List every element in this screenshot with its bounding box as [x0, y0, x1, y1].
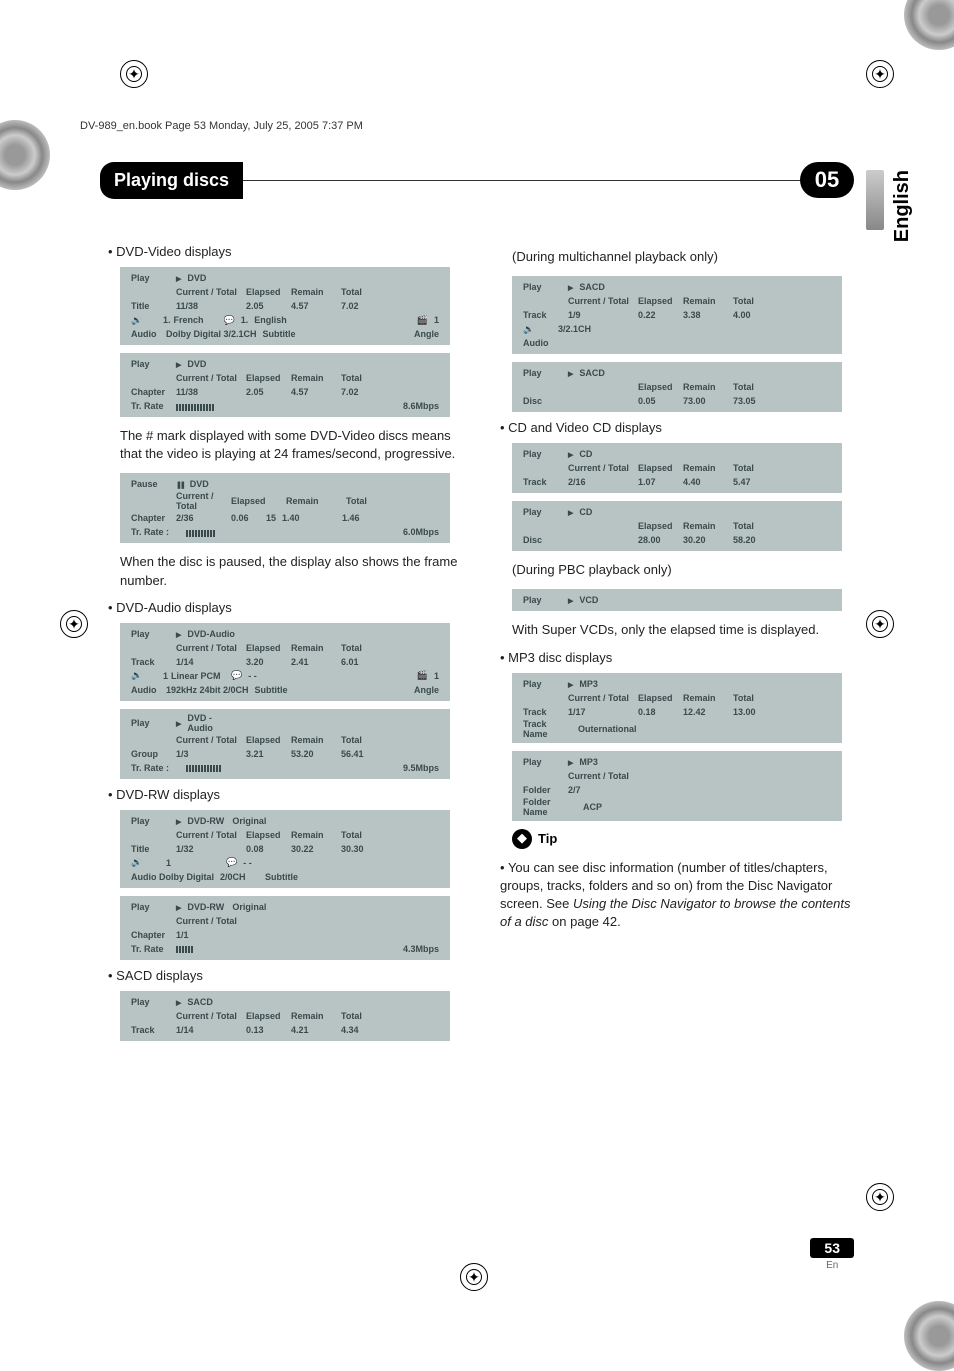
right-column: (During multichannel playback only) Play…: [492, 238, 854, 1049]
osd-panel: PlayDVD-Audio Current / TotalElapsedRema…: [120, 623, 450, 701]
body-text: The # mark displayed with some DVD-Video…: [120, 427, 462, 463]
reg-mark: ✦: [460, 1263, 488, 1291]
heading: DVD-Audio displays: [108, 600, 462, 615]
left-column: DVD-Video displays PlayDVD Current / Tot…: [100, 238, 462, 1049]
tip-heading: Tip: [512, 829, 854, 849]
reg-mark: ✦: [866, 60, 894, 88]
page-title: Playing discs: [100, 162, 243, 199]
tip-label: Tip: [538, 831, 557, 846]
side-lang: English: [891, 170, 914, 242]
reg-mark: ✦: [866, 1183, 894, 1211]
chapter-badge: 05: [800, 162, 854, 198]
heading: MP3 disc displays: [500, 650, 854, 665]
side-bar: [866, 170, 884, 230]
page-lang: En: [810, 1260, 854, 1271]
osd-panel: PlayDVD-RWOriginal Current / Total Chapt…: [120, 896, 450, 960]
reg-mark: ✦: [60, 610, 88, 638]
heading: SACD displays: [108, 968, 462, 983]
heading: CD and Video CD displays: [500, 420, 854, 435]
osd-panel: PlayDVD Current / TotalElapsedRemainTota…: [120, 353, 450, 417]
osd-panel: PlayVCD: [512, 589, 842, 611]
heading: DVD-Video displays: [108, 244, 462, 259]
osd-panel: PlaySACD Current / TotalElapsedRemainTot…: [512, 276, 842, 354]
osd-panel: PauseDVD Current / TotalElapsedRemainTot…: [120, 473, 450, 543]
print-mark: [904, 0, 954, 50]
print-mark: [904, 1301, 954, 1371]
osd-panel: PlayMP3 Current / TotalElapsedRemainTota…: [512, 673, 842, 743]
body-text: When the disc is paused, the display als…: [120, 553, 462, 589]
body-text: (During multichannel playback only): [512, 248, 854, 266]
osd-panel: PlayDVD Current / TotalElapsedRemainTota…: [120, 267, 450, 345]
title-bar: Playing discs 05: [100, 162, 854, 198]
body-text: With Super VCDs, only the elapsed time i…: [512, 621, 854, 639]
page-footer: 53 En: [810, 1238, 854, 1271]
title-line: [243, 180, 800, 181]
body-text: (During PBC playback only): [512, 561, 854, 579]
osd-panel: PlayDVD -Audio Current / TotalElapsedRem…: [120, 709, 450, 779]
osd-panel: PlaySACD ElapsedRemainTotal Disc0.0573.0…: [512, 362, 842, 412]
reg-mark: ✦: [866, 610, 894, 638]
osd-panel: PlaySACD Current / TotalElapsedRemainTot…: [120, 991, 450, 1041]
osd-panel: PlayCD ElapsedRemainTotal Disc28.0030.20…: [512, 501, 842, 551]
page-number: 53: [810, 1238, 854, 1258]
tip-text: • You can see disc information (number o…: [500, 859, 854, 932]
reg-mark: ✦: [120, 60, 148, 88]
print-mark: [0, 120, 50, 190]
gear-icon: [512, 829, 532, 849]
osd-panel: PlayMP3 Current / Total Folder2/7 Folder…: [512, 751, 842, 821]
osd-panel: PlayDVD-RWOriginal Current / TotalElapse…: [120, 810, 450, 888]
osd-panel: PlayCD Current / TotalElapsedRemainTotal…: [512, 443, 842, 493]
header-line: DV-989_en.book Page 53 Monday, July 25, …: [80, 120, 854, 132]
heading: DVD-RW displays: [108, 787, 462, 802]
